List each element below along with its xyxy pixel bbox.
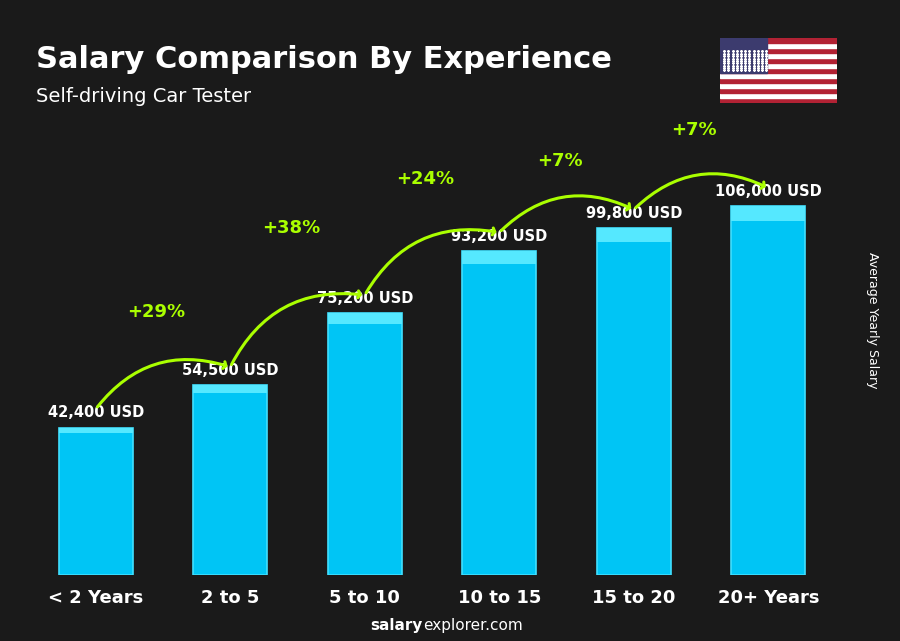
Text: salary: salary [371,619,423,633]
Bar [720,97,837,103]
Text: Average Yearly Salary: Average Yearly Salary [867,253,879,388]
Text: +7%: +7% [671,121,717,139]
Bar [720,38,837,44]
Bar [463,251,536,264]
Bar [720,44,837,48]
Text: 99,800 USD: 99,800 USD [586,206,682,221]
Text: +7%: +7% [537,152,582,170]
Text: Salary Comparison By Experience: Salary Comparison By Experience [36,45,612,74]
Bar [463,251,536,575]
Bar [597,228,670,575]
Bar [732,206,806,575]
Bar [720,78,837,83]
Bar [720,73,837,78]
Bar [328,313,401,575]
Bar [58,428,132,575]
Text: +29%: +29% [127,303,185,321]
Bar [194,385,267,575]
Text: 75,200 USD: 75,200 USD [317,291,413,306]
Text: 106,000 USD: 106,000 USD [715,184,822,199]
Bar [720,53,837,58]
Bar [720,93,837,97]
Bar [597,228,670,242]
Bar [720,58,837,63]
Bar [58,428,132,433]
Bar [720,48,837,53]
Bar [732,206,806,221]
Text: 42,400 USD: 42,400 USD [48,405,144,420]
Text: +24%: +24% [396,171,454,188]
Bar [720,38,767,73]
Bar [720,68,837,73]
Text: explorer.com: explorer.com [423,619,523,633]
Text: +38%: +38% [262,219,320,237]
Bar [328,313,401,324]
Text: 93,200 USD: 93,200 USD [451,229,547,244]
Text: Self-driving Car Tester: Self-driving Car Tester [36,87,251,106]
Text: 54,500 USD: 54,500 USD [182,363,278,378]
Bar [720,63,837,68]
Bar [720,83,837,88]
Bar [194,385,267,393]
Bar [720,88,837,93]
